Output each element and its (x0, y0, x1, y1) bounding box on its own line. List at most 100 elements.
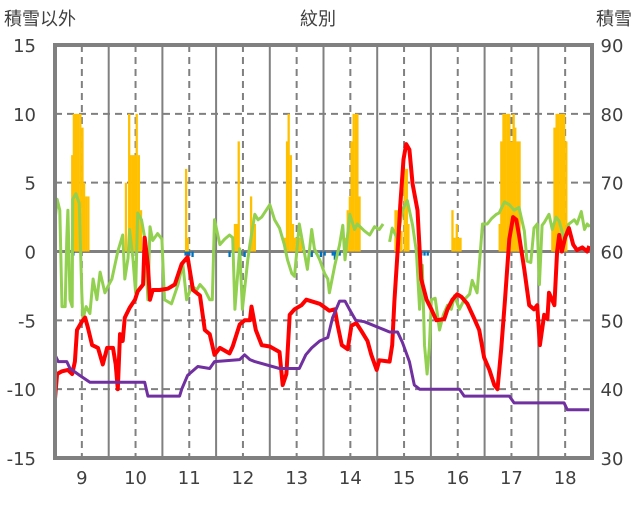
orange-bars-bar (510, 141, 513, 252)
blue-bars-bar (188, 251, 191, 256)
orange-bars-bar (77, 113, 80, 252)
orange-bars-bar (518, 141, 521, 252)
orange-bars-bar (81, 127, 84, 252)
orange-bars-bar (453, 237, 456, 252)
blue-bars-bar (184, 251, 187, 256)
orange-bars-bar (249, 196, 253, 252)
y-tick-right: 50 (601, 311, 624, 332)
lines (53, 142, 592, 412)
orange-bars-bar (186, 237, 189, 252)
y-tick-right: 30 (601, 449, 624, 470)
orange-bars-bar (299, 237, 303, 252)
orange-bars-bar (135, 113, 138, 252)
orange-bars-bar (508, 113, 511, 252)
orange-bars-bar (291, 223, 295, 252)
orange-bars-bar (289, 155, 292, 252)
orange-bars-bar (184, 168, 188, 252)
x-tick: 9 (76, 468, 87, 489)
orange-bars-bar (551, 223, 554, 252)
orange-bars-bar (358, 196, 361, 252)
chart-title: 紋別 (300, 9, 336, 30)
x-tick: 16 (446, 468, 469, 489)
orange-bars-bar (394, 210, 397, 252)
blue-bars-bar (319, 251, 323, 258)
orange-bars-bar (74, 113, 78, 252)
orange-bars-bar (502, 113, 505, 252)
right-axis-title: 積雪 (596, 9, 632, 30)
x-tick: 12 (231, 468, 254, 489)
orange-bars-bar (128, 113, 131, 252)
orange-bars-bar (451, 210, 454, 252)
orange-bars-bar (253, 223, 256, 252)
y-tick-left: 10 (13, 105, 36, 126)
orange-bars-bar (506, 113, 509, 252)
blue-bars-bar (338, 251, 341, 256)
orange-bars-bar (498, 223, 501, 252)
blue-bars-bar (331, 251, 334, 256)
orange-bars-bar (235, 223, 239, 252)
orange-bars-bar (139, 210, 143, 252)
orange-bars-bar (516, 141, 519, 252)
blue-bars-bar (191, 251, 194, 258)
orange-bars-bar (455, 223, 458, 252)
orange-bars-bar (400, 230, 403, 252)
orange-bars-bar (233, 223, 237, 252)
orange-bars-bar (124, 182, 128, 252)
orange-bars-bar (407, 223, 410, 252)
x-tick: 11 (178, 468, 201, 489)
orange-bars-bar (559, 113, 562, 252)
orange-bars-bar (354, 113, 357, 252)
orange-bars-bar (561, 113, 564, 252)
orange-bars-bar (285, 141, 289, 252)
green-line (53, 192, 591, 376)
x-tick: 18 (554, 468, 577, 489)
orange-bars-bar (131, 155, 135, 252)
x-tick: 15 (393, 468, 416, 489)
orange-bars-bar (350, 141, 353, 252)
orange-bars-bar (504, 113, 507, 252)
blue-bars-bar (423, 251, 426, 256)
orange-bars-bar (565, 141, 568, 252)
orange-bars-bar (514, 127, 517, 252)
x-tick: 14 (339, 468, 362, 489)
blue-bars-bar (228, 251, 231, 258)
orange-bars-bar (512, 113, 515, 252)
orange-bars-bar (553, 127, 556, 252)
blue-bars-bar (310, 251, 313, 258)
orange-bars-bar (82, 182, 86, 252)
y-tick-left: 15 (13, 36, 36, 57)
y-tick-left: -15 (7, 449, 36, 470)
y-tick-right: 70 (601, 174, 624, 195)
orange-bars-bar (356, 113, 359, 252)
orange-bars-bar (87, 196, 90, 252)
orange-bars-bar (557, 113, 560, 252)
y-tick-right: 90 (601, 36, 624, 57)
y-tick-left: -5 (18, 311, 36, 332)
blue-bars-bar (243, 251, 246, 258)
orange-bars-bar (352, 113, 355, 252)
orange-bars-bar (133, 155, 137, 252)
orange-bars-bar (72, 113, 76, 252)
orange-bars-bar (293, 237, 296, 252)
y-tick-left: 0 (25, 243, 36, 264)
orange-bars-bar (403, 168, 406, 252)
y-tick-left: 5 (25, 174, 36, 195)
orange-bars-bar (500, 141, 503, 252)
blue-bars-bar (426, 251, 429, 256)
orange-bars-bar (79, 113, 82, 252)
orange-bars-bar (555, 113, 558, 252)
plot-border (53, 43, 594, 460)
x-tick: 17 (500, 468, 523, 489)
orange-bars-bar (129, 155, 132, 252)
orange-bars-bar (457, 237, 460, 252)
y-tick-left: -10 (7, 380, 36, 401)
y-tick-right: 60 (601, 243, 624, 264)
orange-bars-bar (137, 155, 140, 252)
orange-bars-bar (459, 237, 462, 252)
left-axis-title: 積雪以外 (4, 9, 76, 30)
red-line (53, 142, 592, 399)
y-tick-right: 80 (601, 105, 624, 126)
blue-bars-bar (323, 251, 326, 256)
